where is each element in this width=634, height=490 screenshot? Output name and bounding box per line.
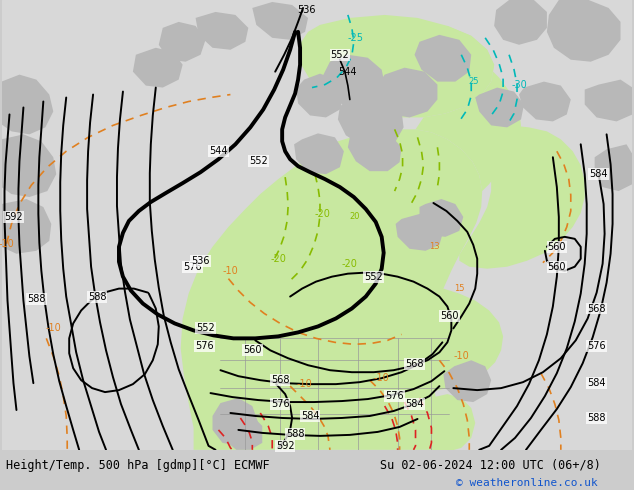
- Text: 592: 592: [4, 212, 23, 222]
- Polygon shape: [420, 199, 463, 237]
- Text: 576: 576: [385, 391, 404, 401]
- Text: 576: 576: [195, 342, 214, 351]
- Polygon shape: [585, 79, 633, 122]
- Text: 15: 15: [454, 284, 465, 293]
- Polygon shape: [1, 74, 53, 134]
- Polygon shape: [296, 74, 344, 118]
- Polygon shape: [396, 214, 443, 251]
- Polygon shape: [1, 199, 51, 254]
- Polygon shape: [224, 416, 262, 450]
- Text: 552: 552: [365, 271, 383, 282]
- Polygon shape: [181, 129, 482, 450]
- Text: 560: 560: [440, 312, 458, 321]
- Text: 552: 552: [330, 49, 349, 60]
- Text: 588: 588: [27, 294, 46, 303]
- Text: -10: -10: [296, 379, 312, 389]
- Text: Su 02-06-2024 12:00 UTC (06+/8): Su 02-06-2024 12:00 UTC (06+/8): [380, 459, 601, 471]
- Text: -20: -20: [342, 259, 358, 269]
- Polygon shape: [459, 125, 585, 269]
- Text: 568: 568: [271, 375, 290, 385]
- Text: -20: -20: [314, 209, 330, 219]
- Text: 576: 576: [271, 399, 290, 409]
- Text: 576: 576: [587, 342, 606, 351]
- Polygon shape: [1, 134, 56, 197]
- Polygon shape: [133, 48, 183, 88]
- Text: 576: 576: [183, 262, 202, 272]
- Polygon shape: [443, 360, 491, 402]
- Text: 536: 536: [297, 5, 315, 15]
- Text: -10: -10: [453, 351, 469, 361]
- Polygon shape: [158, 22, 205, 62]
- Polygon shape: [547, 0, 621, 62]
- Text: 544: 544: [339, 67, 357, 76]
- Text: 568: 568: [587, 303, 606, 314]
- Text: 584: 584: [590, 169, 608, 179]
- Polygon shape: [212, 398, 258, 446]
- Text: 25: 25: [468, 77, 479, 86]
- Text: -10: -10: [46, 323, 61, 333]
- Text: Height/Temp. 500 hPa [gdmp][°C] ECMWF: Height/Temp. 500 hPa [gdmp][°C] ECMWF: [6, 459, 270, 471]
- Text: 544: 544: [209, 147, 228, 156]
- Text: -20: -20: [270, 254, 286, 264]
- Text: 560: 560: [243, 345, 262, 355]
- Text: 13: 13: [429, 242, 440, 251]
- Text: 588: 588: [587, 413, 606, 423]
- Text: 588: 588: [286, 429, 304, 439]
- Text: 568: 568: [405, 359, 424, 369]
- Polygon shape: [322, 55, 385, 107]
- Polygon shape: [494, 0, 547, 45]
- Polygon shape: [300, 15, 494, 118]
- Text: 588: 588: [88, 292, 107, 301]
- Text: -10: -10: [374, 373, 389, 383]
- Polygon shape: [429, 394, 476, 452]
- Polygon shape: [476, 88, 524, 127]
- Text: 584: 584: [301, 411, 320, 421]
- Polygon shape: [195, 12, 249, 50]
- Polygon shape: [252, 2, 308, 40]
- Polygon shape: [348, 131, 401, 171]
- Polygon shape: [382, 288, 503, 391]
- Text: 560: 560: [548, 242, 566, 252]
- Text: 584: 584: [587, 378, 606, 388]
- Polygon shape: [415, 26, 521, 191]
- Polygon shape: [294, 133, 344, 174]
- Polygon shape: [595, 144, 633, 191]
- Text: 552: 552: [196, 323, 215, 333]
- Text: 536: 536: [191, 256, 210, 266]
- Polygon shape: [415, 35, 471, 82]
- Text: 560: 560: [548, 262, 566, 272]
- Text: © weatheronline.co.uk: © weatheronline.co.uk: [456, 478, 598, 488]
- Text: 20: 20: [349, 213, 360, 221]
- Text: -25: -25: [348, 33, 364, 43]
- Text: -10: -10: [223, 266, 238, 276]
- Text: 584: 584: [405, 399, 424, 409]
- Polygon shape: [338, 95, 404, 147]
- Polygon shape: [519, 82, 571, 122]
- Text: 592: 592: [276, 441, 294, 451]
- Text: -30: -30: [511, 79, 527, 90]
- Polygon shape: [376, 68, 437, 118]
- Text: 552: 552: [249, 156, 268, 166]
- Text: -10: -10: [0, 239, 15, 249]
